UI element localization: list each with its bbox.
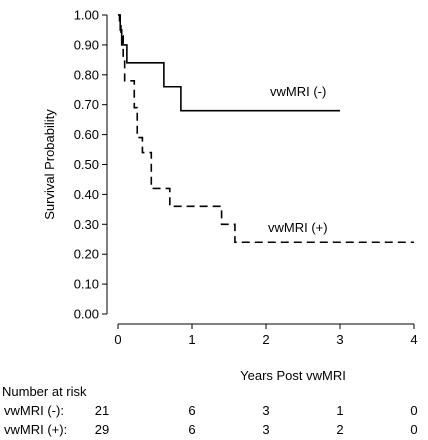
x-tick-label: 1 bbox=[188, 332, 195, 347]
y-tick-label: 1.00 bbox=[74, 8, 99, 23]
y-tick-label: 0.30 bbox=[74, 217, 99, 232]
y-tick-label: 0.40 bbox=[74, 187, 99, 202]
y-axis-title: Survival Probability bbox=[42, 109, 57, 220]
series-labels: vwMRI (-) vwMRI (+) bbox=[268, 84, 328, 235]
x-tick-label: 2 bbox=[262, 332, 269, 347]
x-tick-label: 0 bbox=[114, 332, 121, 347]
risk-row-label: vwMRI (+): bbox=[4, 422, 68, 437]
series-label: vwMRI (-) bbox=[270, 84, 326, 99]
risk-cell: 2 bbox=[336, 422, 344, 437]
y-tick-label: 0.20 bbox=[74, 247, 99, 262]
risk-cell: 3 bbox=[262, 422, 270, 437]
risk-cell: 1 bbox=[336, 403, 344, 418]
risk-cell: 21 bbox=[94, 403, 110, 418]
y-tick-label: 0.10 bbox=[74, 277, 99, 292]
risk-row-label: vwMRI (-): bbox=[4, 403, 64, 418]
series-label: vwMRI (+) bbox=[268, 220, 328, 235]
x-tick-label: 3 bbox=[336, 332, 343, 347]
x-axis-title: Years Post vwMRI bbox=[240, 368, 346, 383]
axes: 0.00 0.10 0.20 0.30 0.40 0.50 0.60 0.70 0.80 0.90… bbox=[42, 8, 418, 384]
y-tick-label: 0.50 bbox=[74, 157, 99, 172]
risk-cell: 6 bbox=[188, 403, 196, 418]
risk-table-title: Number at risk bbox=[2, 384, 87, 399]
series-line-vwmri-positive bbox=[118, 14, 414, 244]
y-tick-label: 0.60 bbox=[74, 127, 99, 142]
risk-cell: 0 bbox=[410, 403, 418, 418]
risk-cell: 6 bbox=[188, 422, 196, 437]
risk-cell: 3 bbox=[262, 403, 270, 418]
risk-cell: 0 bbox=[410, 422, 418, 437]
x-tick-label: 4 bbox=[410, 332, 417, 347]
y-tick-label: 0.70 bbox=[74, 97, 99, 112]
y-tick-label: 0.00 bbox=[74, 307, 99, 322]
y-tick-label: 0.90 bbox=[74, 37, 99, 52]
series-layer bbox=[118, 14, 414, 244]
risk-cell: 29 bbox=[94, 422, 110, 437]
y-tick-label: 0.80 bbox=[74, 67, 99, 82]
